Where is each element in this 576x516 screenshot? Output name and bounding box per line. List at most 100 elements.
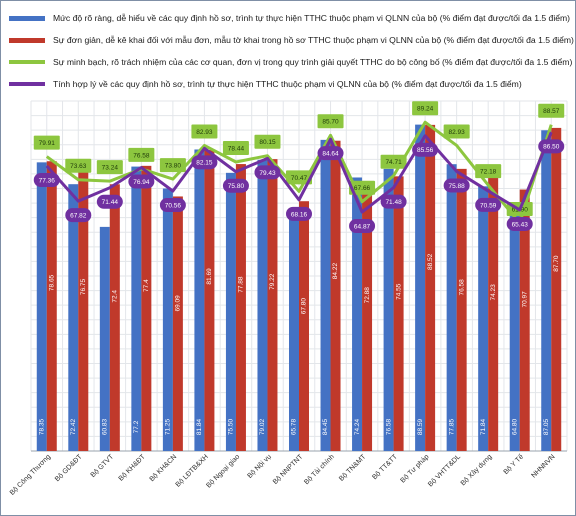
bar [330, 140, 341, 451]
bar-data-label: 81.69 [206, 268, 213, 285]
bar-data-label: 72.4 [112, 290, 119, 303]
bar [172, 196, 183, 451]
bar [478, 186, 489, 452]
legend-label: Sự minh bạch, rõ trách nhiệm của các cơ … [53, 57, 573, 67]
bar-data-label: 64.80 [511, 418, 518, 435]
x-tick-label: Bộ Xây dựng [460, 453, 494, 487]
x-tick-label: Bộ NNPTNT [272, 453, 305, 486]
legend-swatch-purple-line [9, 82, 45, 86]
bar-data-label: 75.50 [228, 418, 235, 435]
bar [109, 184, 120, 451]
bar-data-label: 71.84 [480, 418, 487, 435]
line-data-label: 75.80 [228, 183, 245, 190]
bar [194, 149, 205, 452]
x-tick-label: Bộ LĐTB&XH [175, 453, 210, 488]
x-tick-label: Bộ TT&TT [371, 453, 399, 481]
legend-item-transparency: Sự minh bạch, rõ trách nhiệm của các cơ … [7, 51, 573, 73]
line-data-label: 74.71 [385, 159, 402, 166]
line-data-label: 70.59 [480, 202, 497, 209]
line-data-label: 73.24 [102, 165, 119, 172]
bar [320, 139, 331, 452]
line-data-label: 85.56 [417, 147, 434, 154]
bar-series: 78.65 76.75 72.4 77.4 69.09 81.69 77.88 79.22 67… [46, 124, 562, 452]
data-label-box [506, 216, 533, 231]
data-label-box [96, 160, 123, 175]
bar [46, 161, 57, 451]
data-label-box [222, 178, 249, 193]
bar-data-label: 76.75 [80, 278, 87, 295]
data-label-box [380, 154, 407, 169]
bar-data-label: 79.02 [259, 418, 266, 435]
line-data-label: 71.44 [102, 199, 119, 206]
x-tick-label: Bộ KH&ĐT [118, 453, 148, 483]
x-tick-label: Bộ Tài chính [303, 453, 336, 486]
data-label-box [349, 180, 376, 195]
line-data-label: 71.48 [385, 199, 402, 206]
data-label-box [254, 134, 281, 149]
x-tick-label: Bộ TN&MT [338, 453, 368, 483]
line-series: 77.36 67.82 71.44 76.94 70.56 82.15 75.80 79.43… [33, 131, 565, 234]
line-data-label: 82.15 [196, 160, 213, 167]
data-label-box [159, 158, 186, 173]
data-label-box [412, 142, 439, 157]
bar-data-label: 77.2 [133, 420, 140, 433]
bar [235, 164, 246, 452]
bar-data-label: 87.05 [543, 418, 550, 435]
line-data-label: 72.18 [480, 168, 497, 175]
line-data-label: 88.57 [543, 108, 560, 115]
line-data-label: 76.94 [133, 179, 150, 186]
data-label-box [254, 165, 281, 180]
bar [362, 182, 373, 451]
x-tick-label: Bộ Y Tế [501, 452, 525, 476]
bar-data-label: 76.58 [385, 418, 392, 435]
data-label-box [443, 124, 470, 139]
bar-data-label: 74.24 [354, 418, 361, 435]
data-label-box [96, 194, 123, 209]
data-label-box [128, 174, 155, 189]
bar [78, 168, 89, 451]
bar-data-label: 84.45 [322, 418, 329, 435]
bar [204, 150, 215, 451]
bar [225, 172, 236, 451]
bar-data-label: 74.23 [490, 284, 497, 301]
bar [488, 177, 499, 451]
line-data-label: 78.44 [228, 145, 245, 152]
bar [541, 130, 552, 451]
bar-data-label: 65.78 [291, 418, 298, 435]
bar-data-label: 77.4 [143, 279, 150, 292]
bar [425, 124, 436, 451]
x-tick-label: Bộ KH&CN [149, 453, 179, 483]
bar-data-label: 74.55 [395, 283, 402, 300]
data-label-box [33, 172, 60, 187]
bar-data-label: 77.88 [238, 276, 245, 293]
legend: Mức độ rõ ràng, dễ hiểu về các quy định … [7, 7, 574, 95]
data-label-box [475, 197, 502, 212]
data-label-box [475, 164, 502, 179]
line-data-label: 65.43 [512, 221, 529, 228]
bar [36, 162, 47, 451]
bar-data-label: 72.88 [364, 287, 371, 304]
bar-data-label: 88.52 [427, 253, 434, 270]
legend-swatch-red-bar [9, 37, 45, 43]
bar-data-label: 70.97 [521, 291, 528, 308]
bar-data-label: 67.80 [301, 298, 308, 315]
line-data-label: 70.56 [165, 202, 182, 209]
legend-swatch-green-line [9, 60, 45, 64]
x-tick-label: Bộ Công Thương [9, 453, 52, 496]
data-label-box [159, 198, 186, 213]
bar [393, 176, 404, 451]
legend-label: Mức độ rõ ràng, dễ hiểu về các quy định … [53, 13, 571, 23]
line-data-label: 67.82 [70, 213, 87, 220]
line-data-label: 84.64 [322, 151, 339, 158]
line-data-label: 85.70 [322, 119, 339, 126]
data-label-box [317, 114, 344, 129]
series-line [45, 131, 553, 214]
bar [257, 159, 268, 451]
data-label-box [128, 147, 155, 162]
data-label-box [33, 135, 60, 150]
data-label-box [191, 155, 218, 170]
bar [352, 177, 363, 452]
line-data-label: 64.87 [354, 223, 371, 230]
x-tick-label: Bộ Ngoại giao [205, 453, 241, 489]
